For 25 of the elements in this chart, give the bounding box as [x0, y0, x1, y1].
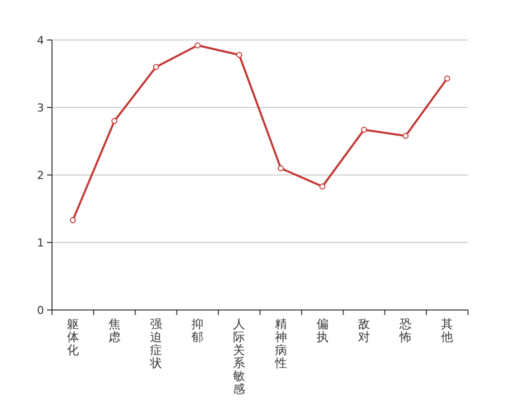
point — [153, 64, 159, 70]
point — [402, 132, 409, 139]
y-tick-label: 0 — [37, 304, 44, 317]
point — [444, 75, 450, 82]
x-tick-label: 焦虑 — [108, 317, 120, 344]
y-tick-label: 1 — [37, 236, 44, 250]
y-tick-label: 3 — [37, 102, 44, 114]
y-tick-label: 4 — [37, 34, 44, 47]
point — [361, 126, 367, 133]
x-tick-label: 抑郁 — [192, 317, 204, 344]
x-tick-label: 敌对 — [358, 317, 370, 344]
x-tick-label: 人际关系敏感 — [233, 317, 246, 396]
point — [194, 42, 201, 48]
point — [319, 183, 326, 190]
point — [111, 118, 118, 124]
x-tick-label: 强迫症状 — [149, 317, 162, 370]
x-tick-label: 偏执 — [316, 317, 328, 344]
y-tick-label: 2 — [37, 169, 44, 182]
point — [236, 52, 242, 58]
point — [278, 165, 284, 172]
x-tick-label: 躯体化 — [66, 317, 79, 357]
x-tick-label: 精神病性 — [274, 317, 287, 370]
x-tick-label: 其他 — [441, 317, 454, 344]
point — [70, 217, 76, 224]
x-tick-label: 恐怖 — [398, 317, 412, 344]
